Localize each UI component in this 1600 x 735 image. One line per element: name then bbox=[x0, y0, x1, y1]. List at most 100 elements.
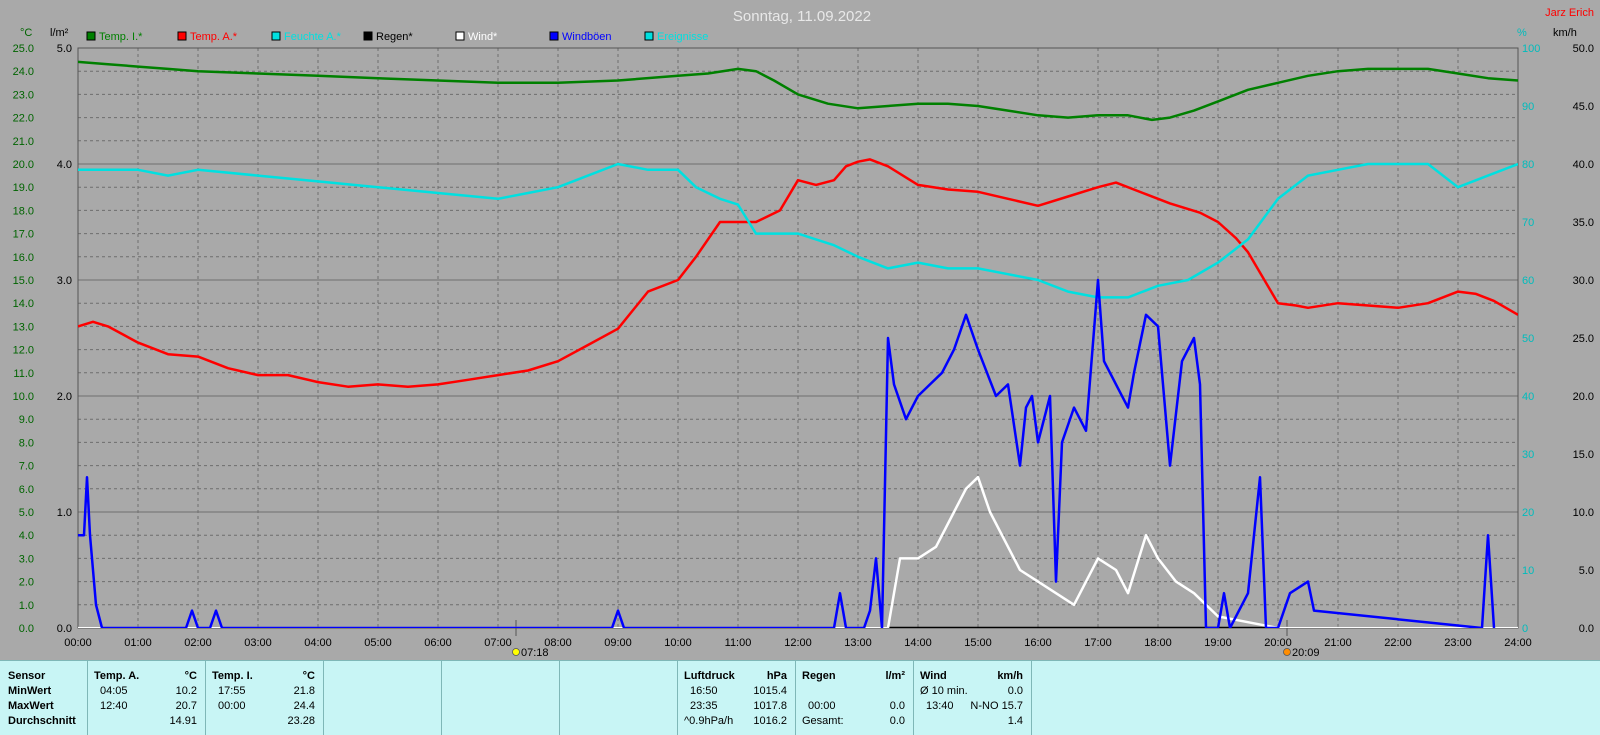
wind-tick-label: 30.0 bbox=[1573, 275, 1594, 287]
wind-tick-label: 45.0 bbox=[1573, 101, 1594, 113]
stats-row-label: Durchschnitt bbox=[8, 715, 76, 727]
x-tick-label: 13:00 bbox=[844, 637, 872, 649]
stats-header: Wind bbox=[920, 670, 947, 682]
temp-tick-label: 23.0 bbox=[13, 89, 34, 101]
stats-value: 1015.4 bbox=[753, 685, 787, 697]
x-tick-label: 16:00 bbox=[1024, 637, 1052, 649]
stats-time: 04:05 bbox=[100, 685, 128, 697]
temp-tick-label: 16.0 bbox=[13, 252, 34, 264]
series-line-feuchte-a bbox=[78, 162, 1518, 299]
x-tick-label: 02:00 bbox=[184, 637, 212, 649]
wind-tick-label: 5.0 bbox=[1579, 565, 1594, 577]
temp-tick-label: 3.0 bbox=[19, 553, 34, 565]
stats-header: Temp. I. bbox=[212, 670, 253, 682]
stats-unit: l/m² bbox=[885, 670, 905, 682]
stats-unit: km/h bbox=[997, 670, 1023, 682]
temp-tick-label: 2.0 bbox=[19, 577, 34, 589]
sunrise-icon bbox=[512, 648, 520, 656]
x-tick-label: 18:00 bbox=[1144, 637, 1172, 649]
legend-swatch bbox=[271, 31, 281, 41]
stats-header: Regen bbox=[802, 670, 836, 682]
humidity-tick-label: 10 bbox=[1522, 565, 1534, 577]
stats-time: Gesamt: bbox=[802, 715, 844, 727]
x-tick-label: 15:00 bbox=[964, 637, 992, 649]
series-line-windb-en bbox=[78, 278, 1496, 628]
rain-unit-label: l/m² bbox=[50, 27, 69, 39]
temp-tick-label: 12.0 bbox=[13, 345, 34, 357]
wind-tick-label: 15.0 bbox=[1573, 449, 1594, 461]
x-tick-label: 03:00 bbox=[244, 637, 272, 649]
stats-time: 13:40 bbox=[926, 700, 954, 712]
temp-tick-label: 13.0 bbox=[13, 321, 34, 333]
x-tick-label: 20:00 bbox=[1264, 637, 1292, 649]
stats-row-label: MaxWert bbox=[8, 700, 54, 712]
humidity-tick-label: 90 bbox=[1522, 101, 1534, 113]
x-tick-label: 04:00 bbox=[304, 637, 332, 649]
stats-time: 17:55 bbox=[218, 685, 246, 697]
rain-tick-label: 3.0 bbox=[57, 275, 72, 287]
stats-empty-column bbox=[324, 661, 442, 735]
stats-empty-column bbox=[560, 661, 678, 735]
humidity-tick-label: 100 bbox=[1522, 43, 1540, 55]
legend-label: Temp. I.* bbox=[99, 31, 143, 43]
x-tick-label: 08:00 bbox=[544, 637, 572, 649]
wind-tick-label: 50.0 bbox=[1573, 43, 1594, 55]
legend-label: Windböen bbox=[562, 31, 612, 43]
temp-tick-label: 8.0 bbox=[19, 437, 34, 449]
x-tick-label: 07:00 bbox=[484, 637, 512, 649]
legend-label: Temp. A.* bbox=[190, 31, 238, 43]
x-tick-label: 19:00 bbox=[1204, 637, 1232, 649]
stats-value: 21.8 bbox=[293, 685, 315, 697]
stats-value: 10.2 bbox=[175, 685, 197, 697]
stats-value: 14.91 bbox=[169, 715, 197, 727]
stats-time: 00:00 bbox=[218, 700, 246, 712]
x-tick-label: 10:00 bbox=[664, 637, 692, 649]
temp-unit-label: °C bbox=[20, 27, 32, 39]
humidity-tick-label: 30 bbox=[1522, 449, 1534, 461]
stats-time: Ø 10 min. bbox=[920, 685, 968, 697]
stats-empty-column bbox=[1032, 661, 1600, 735]
x-tick-label: 11:00 bbox=[725, 637, 752, 649]
stats-unit: hPa bbox=[766, 670, 787, 682]
humidity-tick-label: 40 bbox=[1522, 391, 1534, 403]
temp-tick-label: 9.0 bbox=[19, 414, 34, 426]
legend-swatch bbox=[455, 31, 465, 41]
stats-sensor-header: Sensor bbox=[8, 670, 46, 682]
temp-tick-label: 10.0 bbox=[13, 391, 34, 403]
stats-unit: °C bbox=[302, 670, 315, 682]
temp-tick-label: 17.0 bbox=[13, 229, 34, 241]
temp-tick-label: 24.0 bbox=[13, 66, 34, 78]
axis-layer: 0.0 1.0 2.0 3.0 4.0 5.0 6.0 7.0 8.0 9.0 10.0 11.0 12… bbox=[13, 43, 1594, 659]
x-tick-label: 12:00 bbox=[784, 637, 812, 649]
stats-value: 0.0 bbox=[1007, 685, 1023, 697]
legend-swatch bbox=[363, 31, 373, 41]
stats-value: 0.0 bbox=[889, 700, 905, 712]
x-tick-label: 14:00 bbox=[904, 637, 932, 649]
legend-label: Ereignisse bbox=[657, 31, 708, 43]
legend-swatch bbox=[86, 31, 96, 41]
stats-time: 16:50 bbox=[690, 685, 718, 697]
temp-tick-label: 19.0 bbox=[13, 182, 34, 194]
rain-tick-label: 5.0 bbox=[57, 43, 72, 55]
temp-tick-label: 0.0 bbox=[19, 623, 34, 635]
temp-tick-label: 22.0 bbox=[13, 113, 34, 125]
wind-tick-label: 40.0 bbox=[1573, 159, 1594, 171]
stats-value: 23.28 bbox=[287, 715, 315, 727]
temp-tick-label: 11.0 bbox=[13, 368, 34, 380]
rain-tick-label: 4.0 bbox=[57, 159, 72, 171]
stats-value: N-NO 15.7 bbox=[970, 700, 1023, 712]
wind-tick-label: 25.0 bbox=[1573, 333, 1594, 345]
sunset-label: 20:09 bbox=[1292, 647, 1320, 659]
legend: Temp. I.* Temp. A.* Feuchte A.* Regen* Wind*… bbox=[86, 31, 708, 43]
legend-label: Wind* bbox=[468, 31, 498, 43]
wind-tick-label: 35.0 bbox=[1573, 217, 1594, 229]
humidity-tick-label: 60 bbox=[1522, 275, 1534, 287]
x-tick-label: 00:00 bbox=[64, 637, 92, 649]
stats-pressure-column: Luftdruck hPa 16:50 1015.4 23:35 1017.8 … bbox=[678, 661, 796, 735]
legend-swatch bbox=[177, 31, 187, 41]
humidity-tick-label: 50 bbox=[1522, 333, 1534, 345]
x-tick-label: 23:00 bbox=[1444, 637, 1472, 649]
sunrise-label: 07:18 bbox=[521, 647, 549, 659]
stats-time: 23:35 bbox=[690, 700, 718, 712]
stats-unit: °C bbox=[184, 670, 197, 682]
